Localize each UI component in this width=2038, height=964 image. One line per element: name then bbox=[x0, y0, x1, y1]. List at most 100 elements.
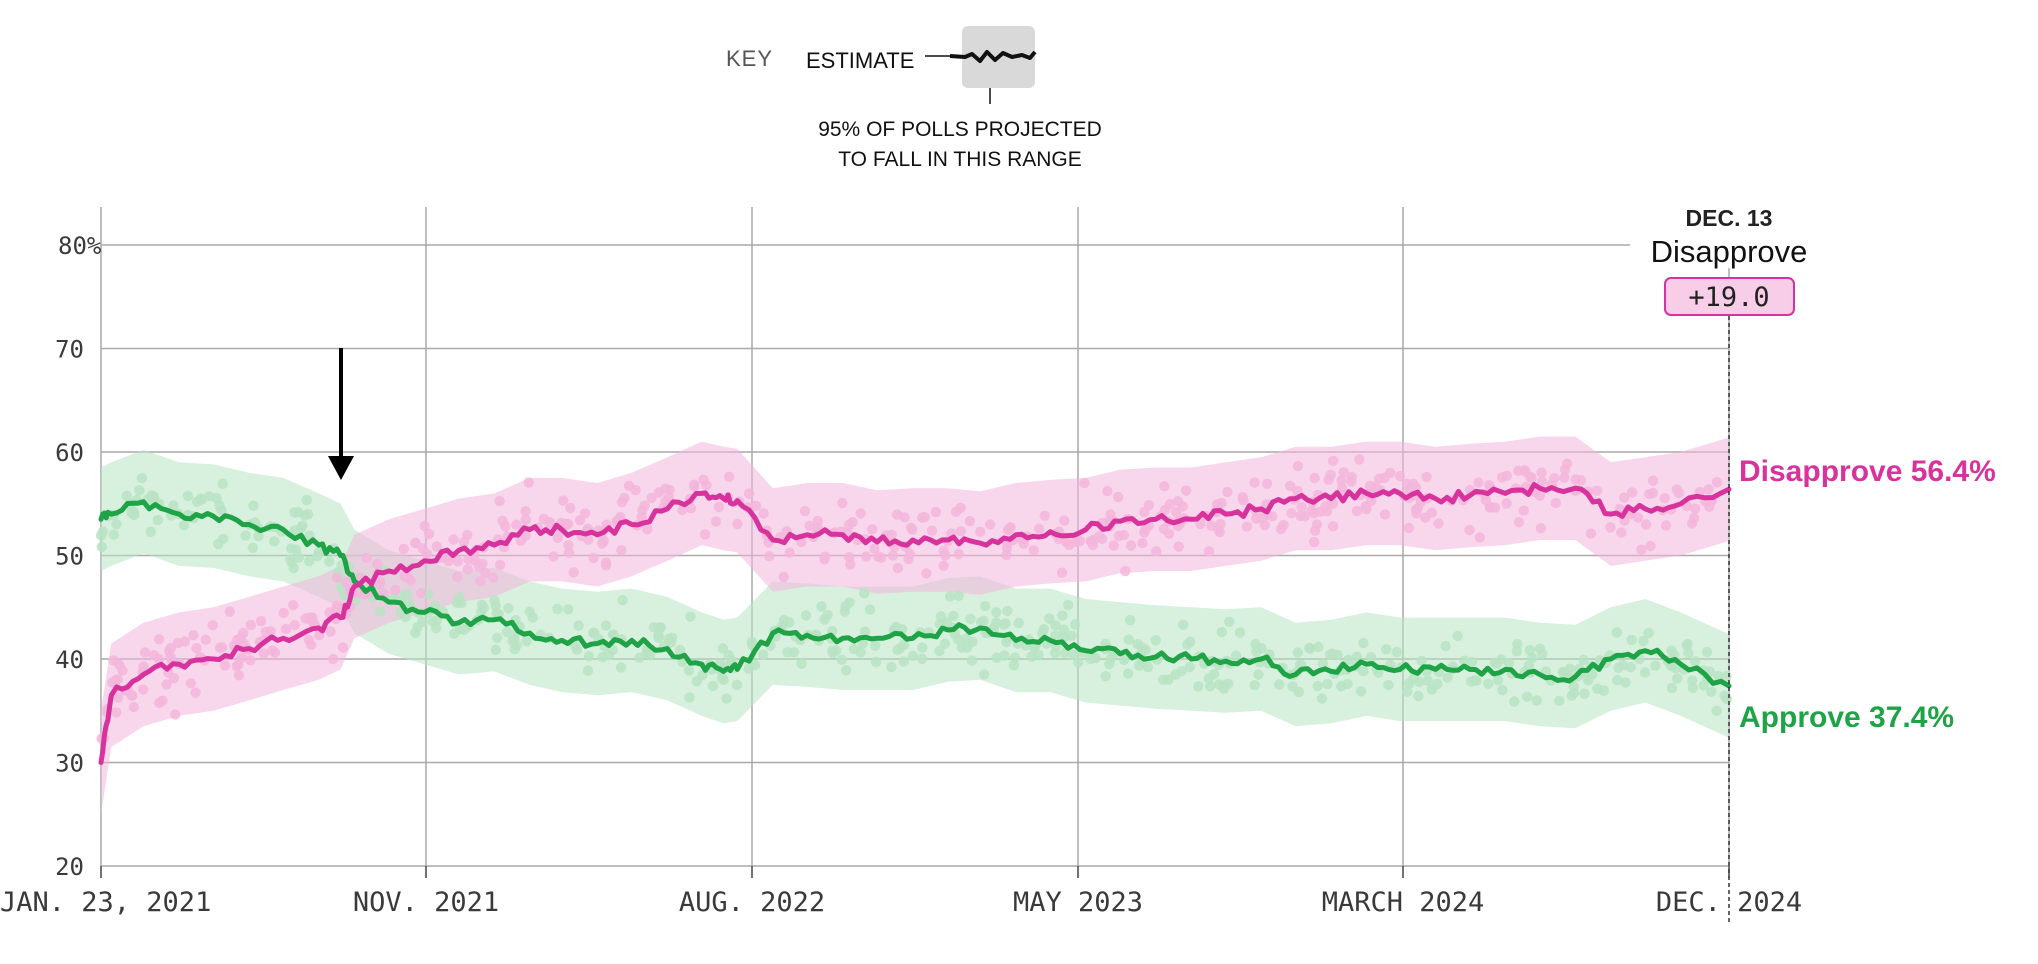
approve-poll-dot bbox=[214, 500, 225, 511]
disapprove-poll-dot bbox=[1085, 536, 1097, 547]
approve-poll-dot bbox=[97, 526, 109, 537]
approve-poll-dot bbox=[1205, 681, 1216, 692]
disapprove-poll-dot bbox=[1379, 472, 1390, 483]
disapprove-poll-dot bbox=[523, 477, 534, 488]
disapprove-poll-dot bbox=[390, 584, 401, 596]
disapprove-poll-dot bbox=[646, 492, 657, 504]
approve-poll-dot bbox=[1459, 655, 1470, 666]
approve-poll-dot bbox=[1324, 649, 1336, 660]
y-tick-label: 20 bbox=[55, 853, 84, 881]
disapprove-poll-dot bbox=[1535, 523, 1547, 534]
approve-poll-dot bbox=[600, 620, 612, 631]
disapprove-poll-dot bbox=[616, 545, 627, 556]
disapprove-poll-dot bbox=[1403, 522, 1414, 534]
approve-poll-dot bbox=[286, 557, 297, 568]
approve-poll-dot bbox=[1274, 679, 1285, 690]
disapprove-poll-dot bbox=[157, 695, 168, 706]
disapprove-poll-dot bbox=[269, 647, 281, 658]
disapprove-poll-dot bbox=[331, 600, 343, 611]
approve-poll-dot bbox=[1592, 683, 1603, 694]
key-title: KEY bbox=[726, 46, 773, 71]
disapprove-poll-dot bbox=[179, 636, 191, 647]
disapprove-poll-dot bbox=[1299, 511, 1311, 522]
disapprove-poll-dot bbox=[415, 588, 427, 599]
disapprove-poll-dot bbox=[1237, 492, 1248, 503]
disapprove-poll-dot bbox=[784, 547, 795, 558]
disapprove-poll-dot bbox=[548, 551, 559, 562]
approve-poll-dot bbox=[1216, 626, 1228, 638]
approve-poll-dot bbox=[1158, 674, 1169, 685]
disapprove-poll-dot bbox=[955, 526, 966, 537]
approve-poll-dot bbox=[653, 632, 664, 643]
approve-poll-dot bbox=[816, 601, 827, 612]
approve-poll-dot bbox=[589, 627, 600, 638]
approve-poll-dot bbox=[1416, 655, 1427, 666]
disapprove-poll-dot bbox=[710, 516, 722, 527]
approve-poll-dot bbox=[707, 680, 719, 692]
approve-poll-dot bbox=[731, 679, 743, 691]
approve-poll-dot bbox=[431, 623, 442, 634]
disapprove-poll-dot bbox=[337, 642, 349, 653]
approve-poll-dot bbox=[1358, 666, 1369, 677]
approve-poll-dot bbox=[1253, 669, 1264, 680]
approve-poll-dot bbox=[844, 597, 855, 608]
disapprove-poll-dot bbox=[623, 480, 635, 491]
approve-poll-dot bbox=[1471, 675, 1482, 686]
disapprove-poll-dot bbox=[475, 576, 486, 587]
approve-poll-dot bbox=[1701, 646, 1713, 658]
approve-poll-dot bbox=[1511, 646, 1523, 657]
y-tick-label: 70 bbox=[55, 336, 84, 364]
disapprove-poll-dot bbox=[328, 653, 339, 665]
leader-name: Disapprove bbox=[1651, 234, 1808, 269]
approve-poll-dot bbox=[1058, 624, 1069, 635]
approve-poll-dot bbox=[1568, 681, 1580, 692]
approve-poll-dot bbox=[1669, 649, 1680, 661]
latest-date: DEC. 13 bbox=[1686, 205, 1773, 231]
approve-poll-dot bbox=[718, 674, 729, 685]
approve-poll-dot bbox=[1013, 617, 1024, 629]
disapprove-poll-dot bbox=[778, 571, 789, 583]
disapprove-poll-dot bbox=[869, 543, 880, 554]
approve-poll-dot bbox=[1566, 690, 1578, 701]
approve-poll-dot bbox=[800, 610, 812, 621]
disapprove-poll-dot bbox=[636, 512, 647, 523]
approve-poll-dot bbox=[563, 604, 574, 615]
approve-poll-dot bbox=[290, 544, 302, 555]
approve-poll-dot bbox=[1466, 656, 1478, 668]
approve-poll-dot bbox=[827, 647, 839, 659]
approve-poll-dot bbox=[1687, 682, 1699, 693]
approve-poll-dot bbox=[503, 603, 514, 614]
disapprove-poll-dot bbox=[1559, 472, 1570, 483]
approve-poll-dot bbox=[684, 692, 695, 703]
disapprove-poll-dot bbox=[1632, 512, 1644, 523]
approve-poll-dot bbox=[1009, 652, 1021, 663]
approve-poll-dot bbox=[489, 595, 500, 606]
disapprove-poll-dot bbox=[1039, 510, 1051, 521]
disapprove-poll-dot bbox=[153, 634, 165, 645]
approve-poll-dot bbox=[1118, 654, 1130, 666]
disapprove-poll-dot bbox=[1501, 470, 1513, 481]
approve-poll-dot bbox=[293, 552, 304, 563]
approve-poll-dot bbox=[571, 644, 583, 655]
disapprove-poll-dot bbox=[1591, 485, 1603, 496]
axis-labels: 80% 70 60 50 40 30 20 JAN. 23, 2021 NOV. 2021 AUG… bbox=[0, 232, 1802, 918]
disapprove-poll-dot bbox=[1327, 455, 1339, 466]
disapprove-poll-dot bbox=[1354, 454, 1365, 465]
approve-poll-dot bbox=[1293, 686, 1305, 698]
disapprove-poll-dot bbox=[804, 520, 815, 531]
disapprove-poll-dot bbox=[663, 492, 674, 503]
disapprove-poll-dot bbox=[224, 606, 235, 617]
approve-poll-dot bbox=[665, 637, 677, 648]
approve-poll-dot bbox=[895, 642, 906, 654]
approve-poll-dot bbox=[956, 642, 967, 653]
disapprove-poll-dot bbox=[139, 647, 151, 658]
disapprove-poll-dot bbox=[1321, 506, 1333, 517]
disapprove-poll-dot bbox=[1474, 532, 1486, 543]
disapprove-poll-dot bbox=[724, 471, 735, 482]
approve-poll-dot bbox=[607, 629, 619, 640]
approve-poll-dot bbox=[758, 649, 769, 660]
approve-poll-dot bbox=[907, 650, 919, 661]
disapprove-poll-dot bbox=[200, 634, 211, 645]
approve-poll-dot bbox=[152, 514, 163, 526]
approve-poll-dot bbox=[313, 547, 325, 558]
